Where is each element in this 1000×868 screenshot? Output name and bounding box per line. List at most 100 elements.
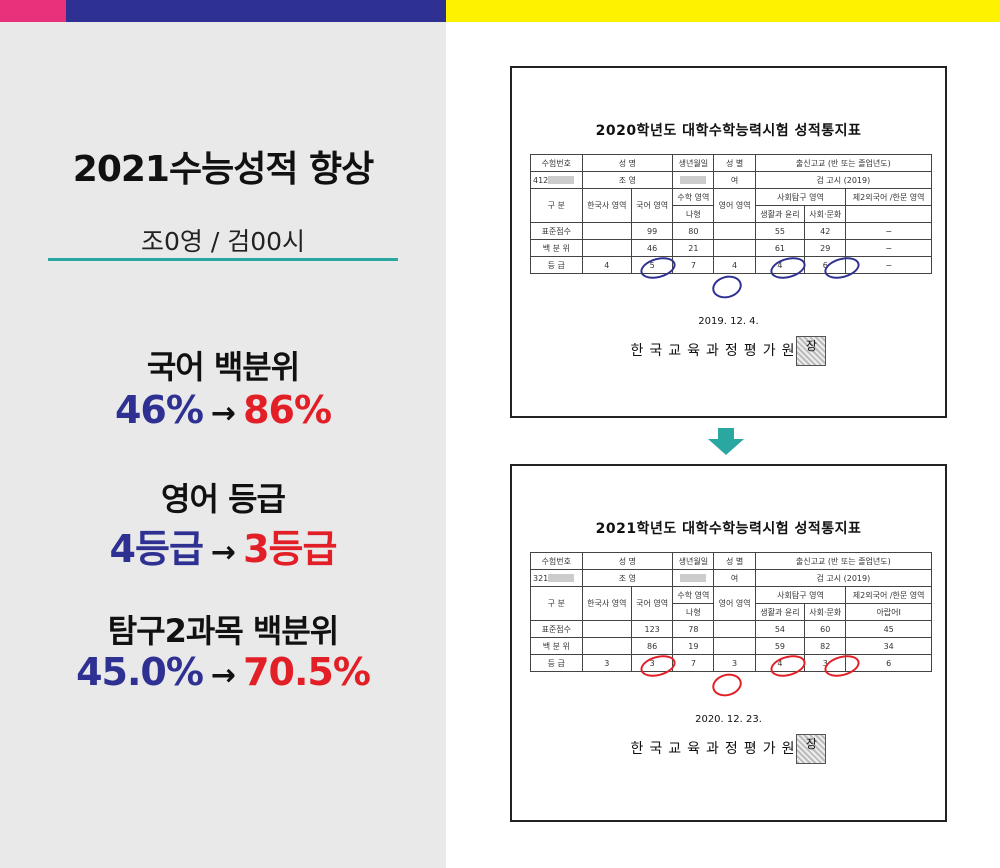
metric-english-before: 4등급 <box>109 527 204 571</box>
cell-social2: 29 <box>804 239 847 257</box>
cell-korean: 46 <box>631 239 674 257</box>
cell-social2: 60 <box>804 620 847 638</box>
summary-title: 2021수능성적 향상 <box>72 149 374 190</box>
doc-org-name: 한국교육과정평가원 <box>630 343 801 359</box>
row-label: 표준점수 <box>530 222 583 240</box>
row-label: 등 급 <box>530 256 583 274</box>
row-label: 백 분 위 <box>530 239 583 257</box>
cell-history: 3 <box>581 654 633 672</box>
table-row: 표준점수 99 80 55 42 − <box>530 222 932 240</box>
sub-social: 사회탐구 영역 <box>754 586 847 604</box>
doc-date: 2019. 12. 4. <box>698 316 759 327</box>
cell-social1: 55 <box>754 222 806 240</box>
metric-korean-before: 46% <box>114 388 204 432</box>
cell-math: 7 <box>672 654 715 672</box>
pen-circle-mark <box>709 670 745 700</box>
cell-korean: 123 <box>631 620 674 638</box>
info-birth <box>672 171 715 189</box>
table-row: 구 분 한국사 영역 국어 영역 수학 영역 영어 영역 사회탐구 영역 제2외… <box>530 188 932 223</box>
cell-history <box>581 637 633 655</box>
info-school: 검 고시 (2019) <box>754 569 933 587</box>
arrow-icon: → <box>210 535 236 570</box>
doc-title: 2020학년도 대학수학능력시험 성적통지표 <box>595 123 862 139</box>
cell-social1: 59 <box>754 637 806 655</box>
metric-inquiry-after: 70.5% <box>243 650 371 694</box>
row-label: 표준점수 <box>530 620 583 638</box>
info-name: 조 영 <box>581 569 674 587</box>
sub-social: 사회탐구 영역 <box>754 188 847 206</box>
title-underline <box>48 258 398 261</box>
row-label: 등 급 <box>530 654 583 672</box>
summary-panel: 2021수능성적 향상 조0영 / 검00시 국어 백분위 46% → 86% 영어… <box>0 22 446 868</box>
down-arrow-icon <box>708 428 744 455</box>
cell-history <box>581 239 633 257</box>
sub-math-type: 나형 <box>672 603 715 621</box>
metric-inquiry-label: 탐구2과목 백분위 <box>107 612 340 650</box>
table-row: 나형 생활과 윤리 사회·문화 <box>531 205 932 223</box>
cell-history: 4 <box>581 256 633 274</box>
info-school: 검 고시 (2019) <box>754 171 933 189</box>
cell-korean: 86 <box>631 637 674 655</box>
seal-stamp-icon: 장 <box>796 734 827 764</box>
table-row: 412 조 영 여 검 고시 (2019) <box>530 171 933 189</box>
cell-english: 3 <box>713 654 756 672</box>
metric-korean-after: 86% <box>243 388 332 432</box>
sub-social1: 생활과 윤리 <box>754 603 806 621</box>
grade-table: 수험번호 성 명 생년월일 성 별 출신고교 (반 또는 졸업년도) 321 조… <box>530 552 933 672</box>
cell-english <box>713 620 756 638</box>
cell-social2: 6 <box>804 256 847 274</box>
table-row: 321 조 영 여 검 고시 (2019) <box>530 569 933 587</box>
cell-lang2: 45 <box>845 620 932 638</box>
cell-lang2: − <box>845 256 932 274</box>
sub-korean: 국어 영역 <box>631 586 674 621</box>
metric-english-after: 3등급 <box>243 527 337 571</box>
row-label: 백 분 위 <box>530 637 583 655</box>
metric-inquiry-value: 45.0% → 70.5% <box>0 650 446 694</box>
cell-lang2: 6 <box>845 654 932 672</box>
sub-lang2-sub: 아랍어I <box>845 603 932 621</box>
sub-math: 수학 영역 <box>672 586 715 604</box>
sub-english: 영어 영역 <box>713 586 756 621</box>
cell-math: 78 <box>672 620 715 638</box>
metric-english-label: 영어 등급 <box>161 480 286 518</box>
metric-korean-value: 46% → 86% <box>0 388 446 432</box>
metric-english-value: 4등급 → 3등급 <box>0 518 446 573</box>
header-gender: 성 별 <box>713 552 756 570</box>
sub-social2: 사회·문화 <box>804 205 847 223</box>
cell-math: 21 <box>672 239 715 257</box>
cell-math: 7 <box>672 256 715 274</box>
table-row: 등 급 3 3 7 3 4 3 6 <box>530 654 932 672</box>
info-exam-no: 321 <box>530 569 583 587</box>
cell-math: 80 <box>672 222 715 240</box>
sub-lang2: 제2외국어 /한문 영역 <box>845 586 932 604</box>
sub-history: 한국사 영역 <box>581 188 633 223</box>
cell-social2: 42 <box>804 222 847 240</box>
cell-lang2: − <box>845 239 932 257</box>
cell-lang2: − <box>845 222 932 240</box>
table-row: 백 분 위 86 19 59 82 34 <box>530 637 932 655</box>
cell-social1: 61 <box>754 239 806 257</box>
student-name: 조0영 / 검00시 <box>140 227 306 256</box>
table-row: 수험번호 성 명 생년월일 성 별 출신고교 (반 또는 졸업년도) <box>530 154 933 172</box>
top-stripe-navy <box>66 0 446 22</box>
info-gender: 여 <box>713 171 756 189</box>
report-card-2021: 2021학년도 대학수학능력시험 성적통지표 수험번호 성 명 생년월일 성 별… <box>510 464 947 822</box>
header-exam-no: 수험번호 <box>530 154 583 172</box>
cell-english <box>713 239 756 257</box>
cell-english <box>713 222 756 240</box>
cell-social1: 54 <box>754 620 806 638</box>
sub-math: 수학 영역 <box>672 188 715 206</box>
sub-lang2-sub <box>845 205 932 223</box>
sub-korean: 국어 영역 <box>631 188 674 223</box>
doc-org: 한국교육과정평가원 장 <box>512 336 945 366</box>
cell-math: 19 <box>672 637 715 655</box>
sub-math-type: 나형 <box>672 205 715 223</box>
arrow-icon: → <box>210 658 236 693</box>
header-birth: 생년월일 <box>672 552 715 570</box>
cell-social2: 3 <box>804 654 847 672</box>
doc-date: 2020. 12. 23. <box>695 714 762 725</box>
table-row: 백 분 위 46 21 61 29 − <box>530 239 932 257</box>
table-row: 수험번호 성 명 생년월일 성 별 출신고교 (반 또는 졸업년도) <box>530 552 933 570</box>
metric-korean-label: 국어 백분위 <box>146 348 300 386</box>
table-row: 등 급 4 5 7 4 4 6 − <box>530 256 932 274</box>
